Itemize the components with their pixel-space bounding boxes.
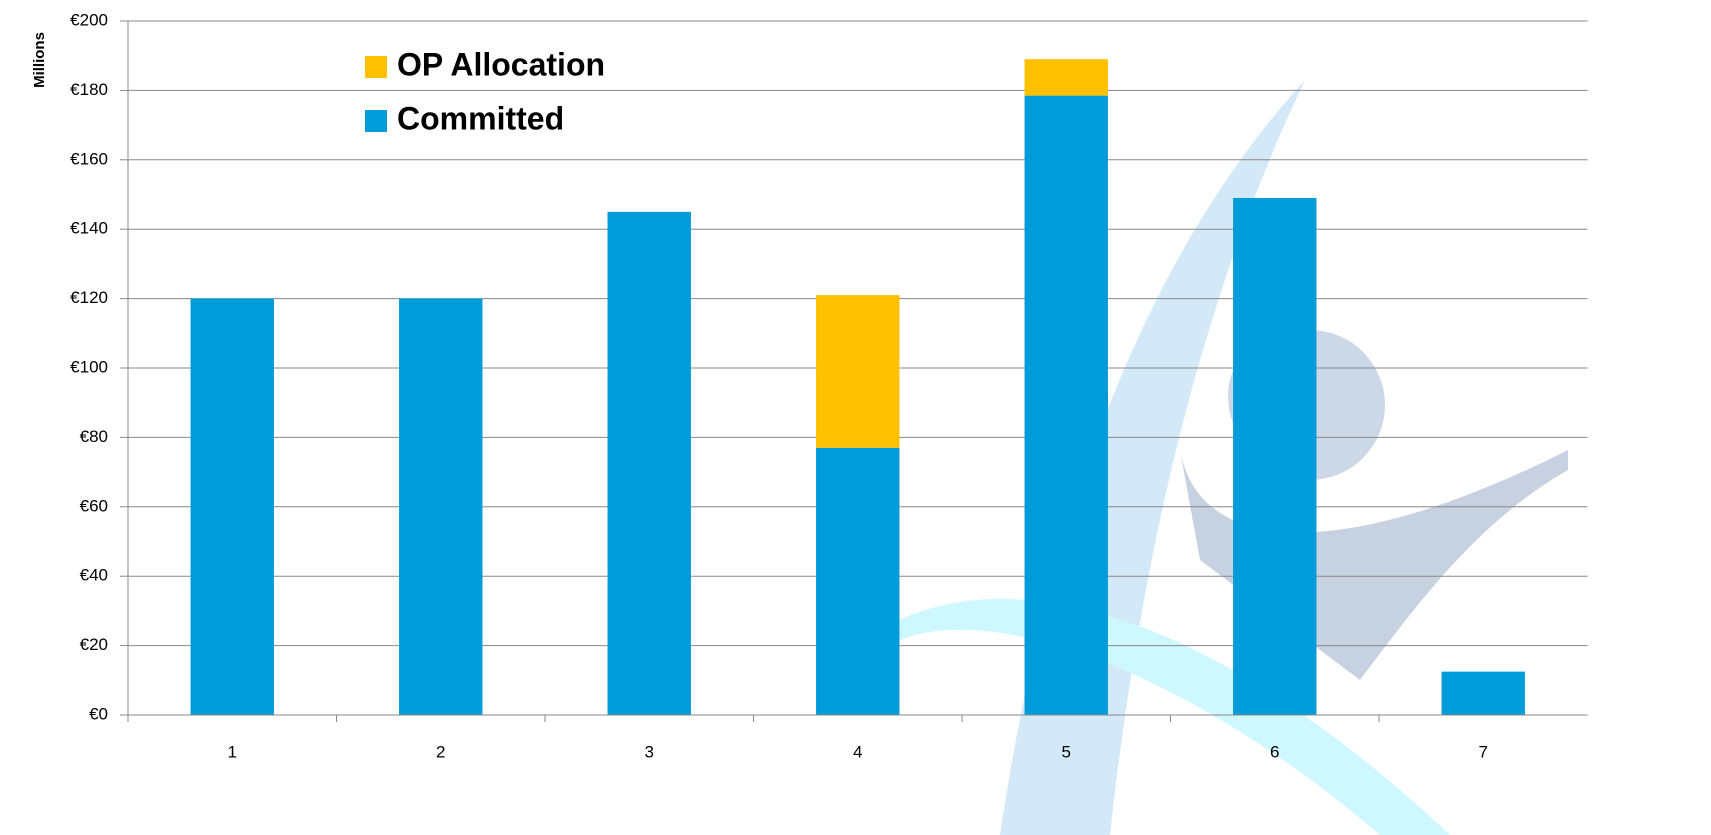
y-tick-label: €200 [70,10,108,29]
watermark [880,80,1568,835]
x-tick-label: 7 [1479,742,1488,761]
x-tick-label: 5 [1062,742,1071,761]
bar-segment [1442,672,1525,715]
y-tick-label: €40 [80,566,108,585]
x-tick-label: 1 [228,742,237,761]
bar-segment [399,299,482,715]
legend-label: OP Allocation [397,46,605,82]
bar-segment [816,295,899,448]
bar-segment [191,299,274,715]
x-tick-label: 6 [1270,742,1279,761]
y-tick-label: €80 [80,427,108,446]
y-tick-label: €140 [70,219,108,238]
y-tick-label: €0 [89,704,108,723]
legend-label: Committed [397,100,564,136]
legend-swatch [365,110,387,132]
bar-segment [1025,59,1108,95]
chart: Millions €0 €20 €40 €60 €80 €100 €120 €140 €160 €… [0,0,1711,835]
y-tick-label: €20 [80,635,108,654]
legend-swatch [365,56,387,78]
bar-segment [816,448,899,715]
y-axis-title: Millions [31,32,48,88]
y-tick-label: €100 [70,357,108,376]
bar-segment [1025,96,1108,715]
x-tick-label: 2 [436,742,445,761]
y-tick-label: €160 [70,149,108,168]
y-tick-label: €60 [80,496,108,515]
x-tick-label: 3 [645,742,654,761]
y-tick-label: €120 [70,288,108,307]
x-tick-label: 4 [853,742,862,761]
y-tick-label: €180 [70,80,108,99]
bar-segment [1233,198,1316,715]
bar-segment [608,212,691,715]
